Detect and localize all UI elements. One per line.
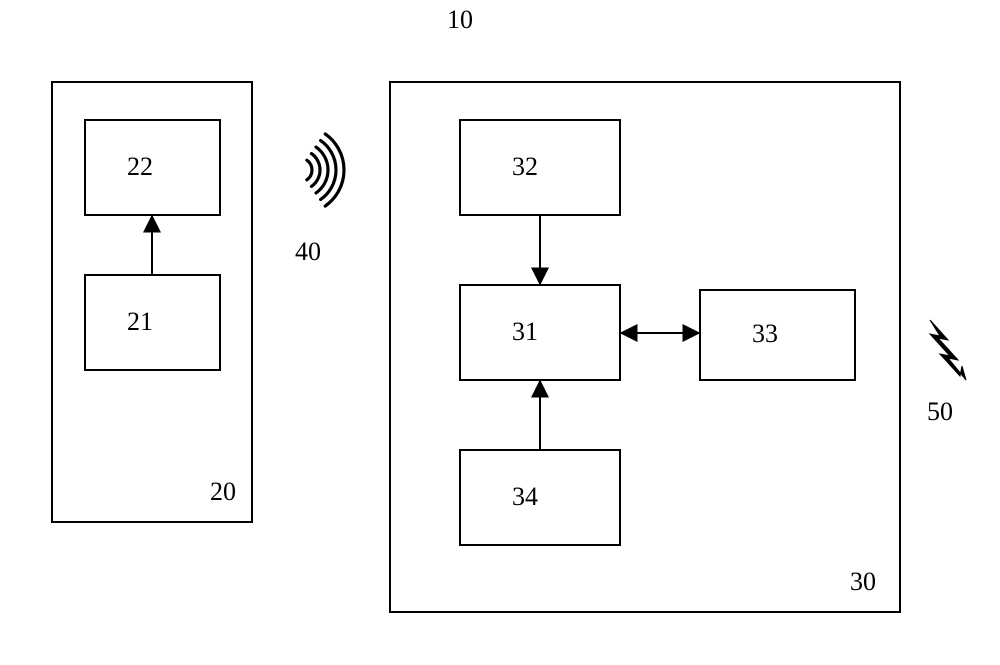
label-22: 22 bbox=[127, 152, 153, 181]
lightning-bolt-icon bbox=[930, 320, 966, 380]
container-20 bbox=[52, 82, 252, 522]
label-10: 10 bbox=[447, 5, 473, 34]
box-32 bbox=[460, 120, 620, 215]
box-34 bbox=[460, 450, 620, 545]
label-20: 20 bbox=[210, 477, 236, 506]
label-50: 50 bbox=[927, 397, 953, 426]
label-33: 33 bbox=[752, 319, 778, 348]
label-40: 40 bbox=[295, 237, 321, 266]
label-34: 34 bbox=[512, 482, 538, 511]
label-31: 31 bbox=[512, 317, 538, 346]
label-30: 30 bbox=[850, 567, 876, 596]
box-31 bbox=[460, 285, 620, 380]
label-21: 21 bbox=[127, 307, 153, 336]
container-30 bbox=[390, 82, 900, 612]
wireless-signal-icon bbox=[307, 134, 344, 206]
label-32: 32 bbox=[512, 152, 538, 181]
